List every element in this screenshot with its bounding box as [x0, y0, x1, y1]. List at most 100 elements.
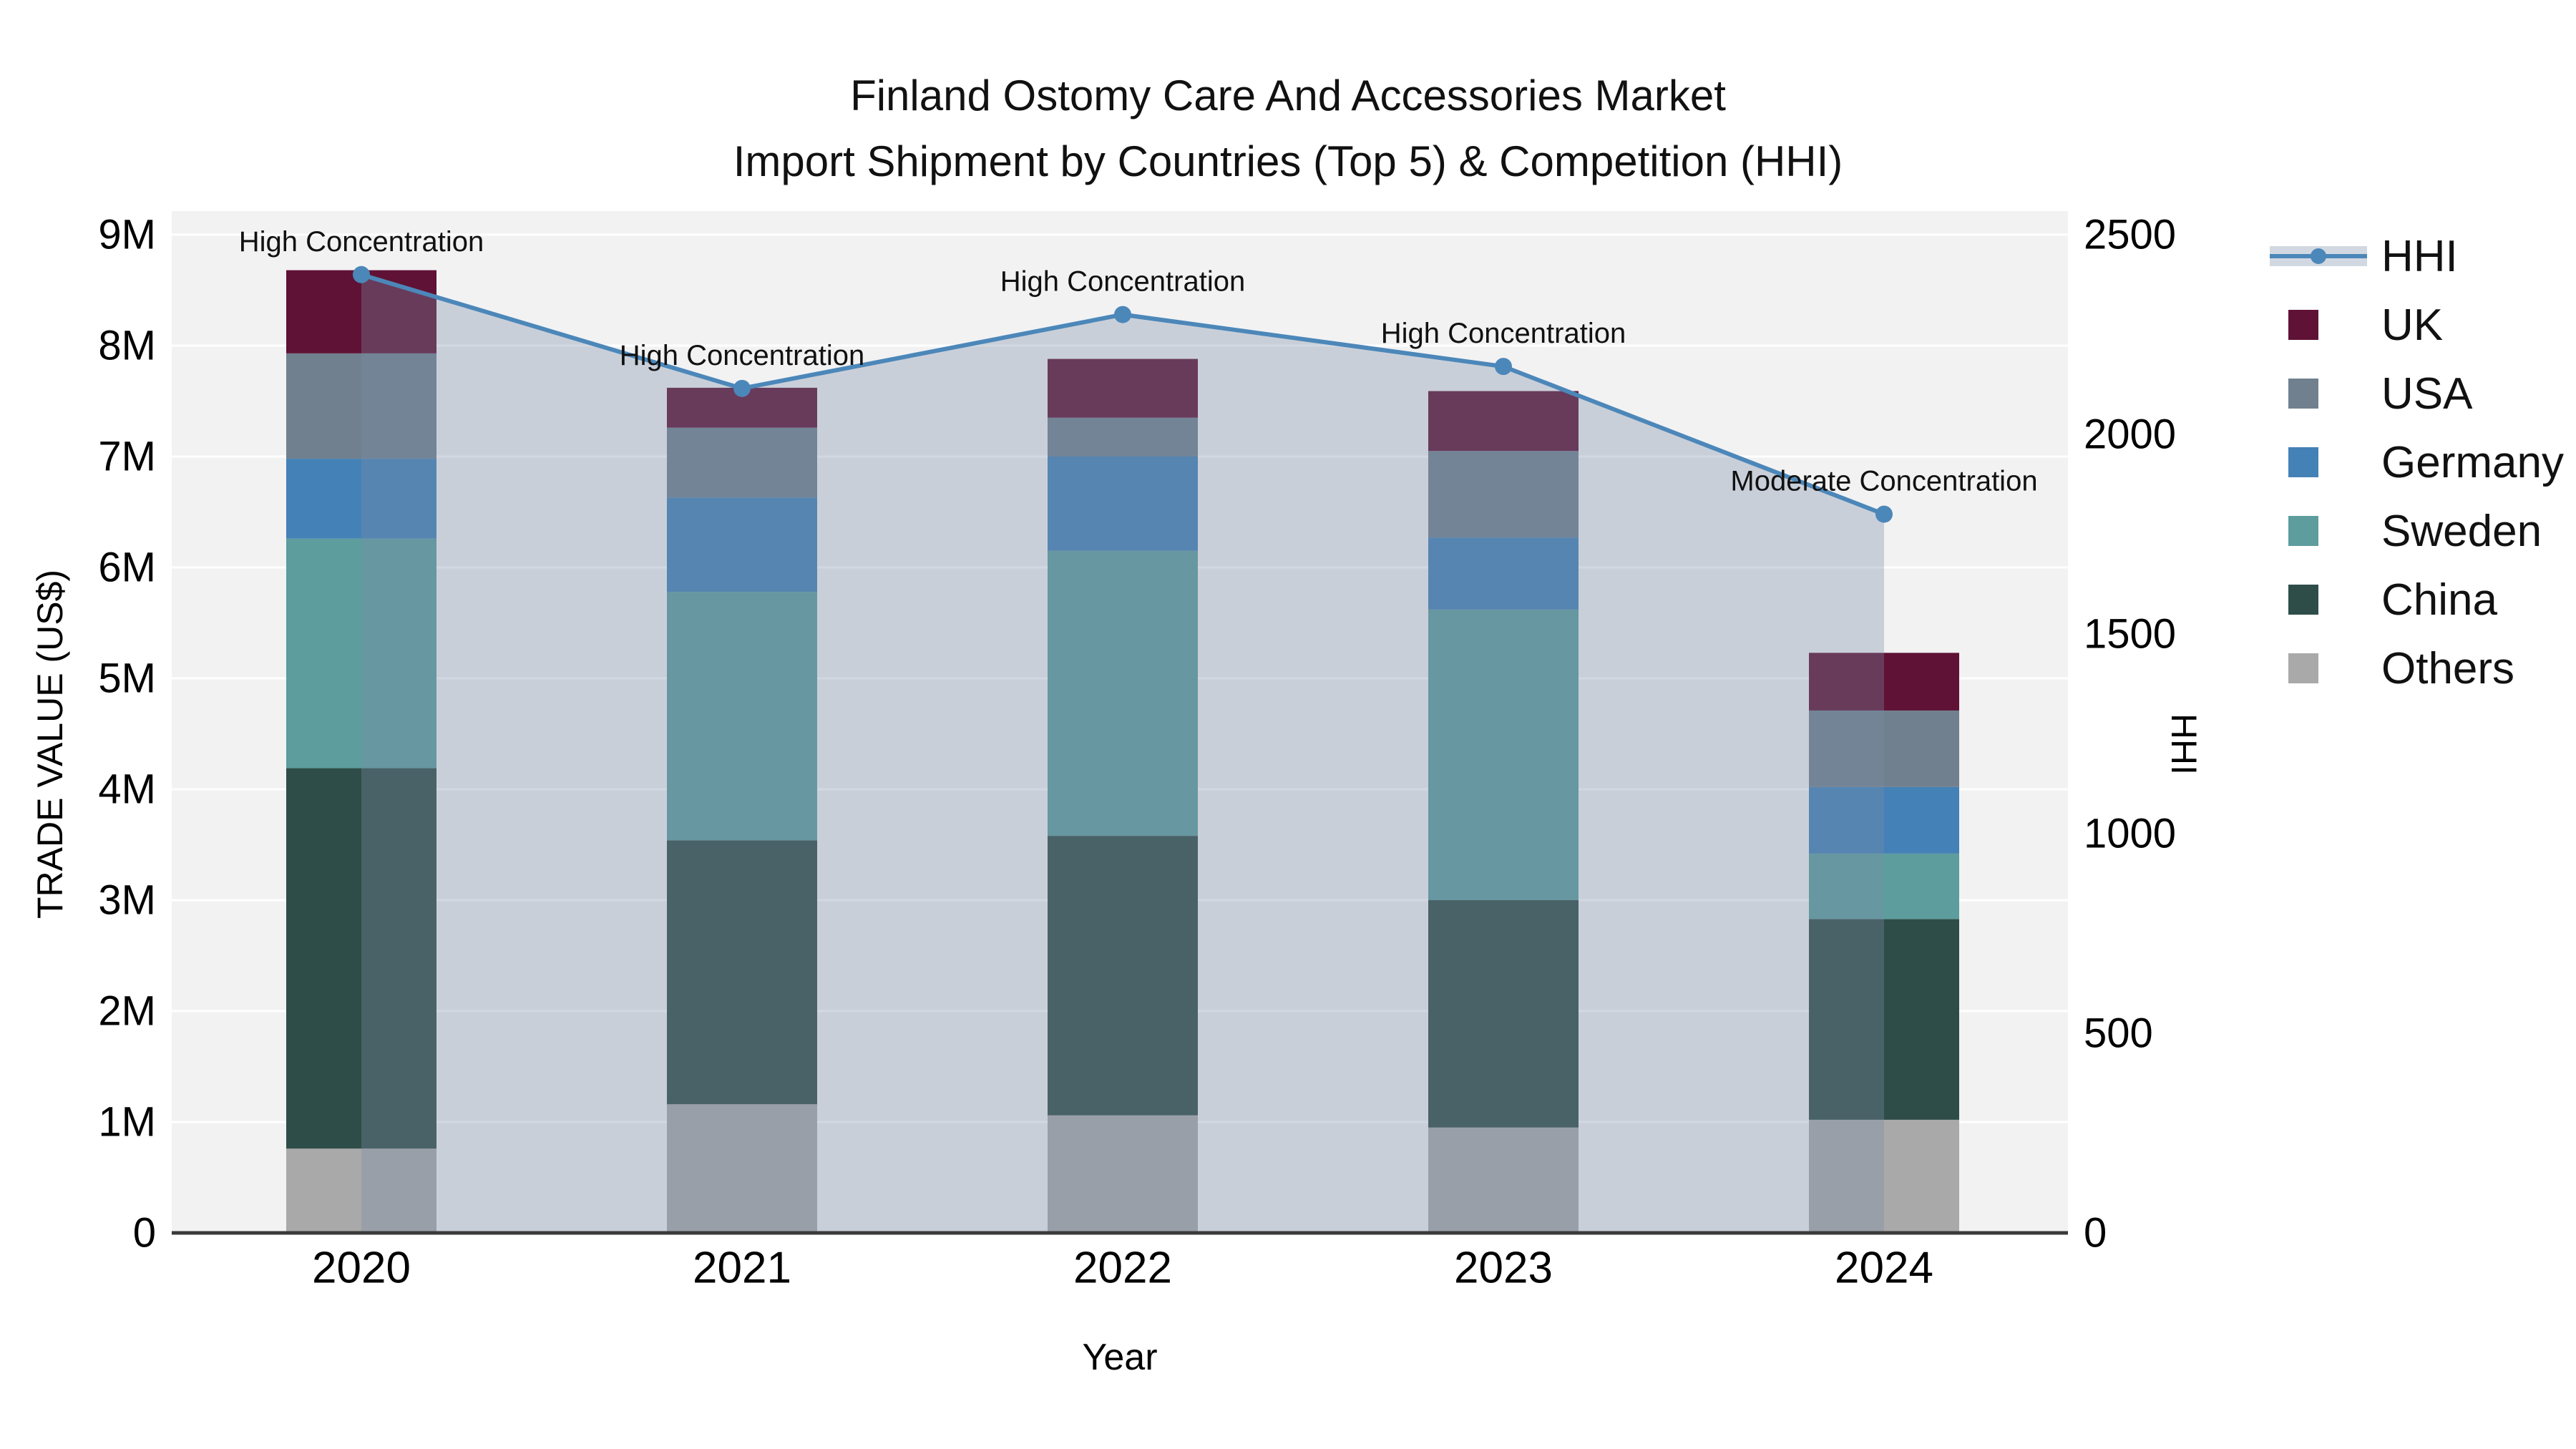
y-right-tick-1000: 1000	[2084, 811, 2176, 857]
hhi-marker-2021	[733, 379, 751, 397]
legend-item-usa: USA	[2267, 368, 2564, 419]
bar-segment-others-2023-left	[1428, 1127, 1503, 1233]
bar-segment-uk-2022-left	[1048, 358, 1123, 418]
bar-segment-china-2022-right	[1123, 836, 1198, 1116]
bar-segment-sweden-2020-left	[286, 538, 361, 769]
bar-segment-china-2020-right	[361, 768, 436, 1149]
chart-title: Finland Ostomy Care And Accessories Mark…	[0, 63, 2576, 195]
legend-label: Others	[2381, 643, 2515, 693]
bar-segment-others-2021-left	[667, 1104, 742, 1233]
x-axis-title: Year	[1082, 1337, 1157, 1378]
legend-item-sweden: Sweden	[2267, 505, 2564, 557]
y-left-tick-9M: 9M	[98, 212, 156, 258]
bar-segment-uk-2022-right	[1123, 358, 1198, 418]
bar-segment-usa-2022-left	[1048, 417, 1123, 457]
legend-item-china: China	[2267, 574, 2564, 625]
bar-segment-usa-2023-right	[1503, 451, 1579, 538]
annotation-2022: High Concentration	[1000, 266, 1245, 298]
bar-segment-sweden-2024-right	[1884, 853, 1959, 919]
bar-segment-china-2024-left	[1809, 919, 1884, 1120]
bar-segment-others-2021-right	[742, 1104, 817, 1233]
bar-2024	[1809, 653, 1959, 1233]
legend-item-hhi: HHI	[2267, 230, 2564, 282]
bar-segment-sweden-2020-right	[361, 538, 436, 769]
bar-2020	[286, 270, 436, 1233]
bar-segment-germany-2021-right	[742, 497, 817, 592]
x-tick-2022: 2022	[1073, 1244, 1172, 1293]
bar-segment-usa-2021-left	[667, 427, 742, 498]
bar-segment-others-2023-right	[1503, 1127, 1579, 1233]
legend-label: China	[2381, 575, 2497, 625]
y-right-tick-2000: 2000	[2084, 411, 2176, 458]
bar-2021	[667, 387, 817, 1233]
bar-segment-sweden-2023-right	[1503, 609, 1579, 900]
bar-segment-uk-2023-left	[1428, 391, 1503, 452]
annotation-2023: High Concentration	[1381, 318, 1626, 349]
y-right-tick-0: 0	[2084, 1210, 2107, 1257]
bar-segment-sweden-2022-left	[1048, 550, 1123, 836]
y-left-tick-1M: 1M	[98, 1099, 156, 1146]
bar-segment-germany-2022-right	[1123, 457, 1198, 551]
y-left-tick-8M: 8M	[98, 323, 156, 369]
bar-segment-china-2023-left	[1428, 900, 1503, 1128]
bar-segment-germany-2024-right	[1884, 786, 1959, 854]
hhi-line-icon	[2267, 235, 2374, 278]
bar-segment-uk-2024-left	[1809, 653, 1884, 711]
bar-2023	[1428, 391, 1579, 1233]
chart-title-line1: Finland Ostomy Care And Accessories Mark…	[850, 72, 1726, 119]
annotation-2021: High Concentration	[620, 340, 864, 371]
bar-segment-china-2021-left	[667, 840, 742, 1105]
bar-segment-usa-2021-right	[742, 427, 817, 498]
hhi-marker-2023	[1495, 358, 1512, 376]
hhi-marker-2022	[1114, 306, 1131, 323]
hhi-marker-2020	[353, 265, 370, 283]
bar-segment-usa-2024-right	[1884, 710, 1959, 787]
legend-item-germany: Germany	[2267, 436, 2564, 488]
legend-swatch-uk	[2267, 303, 2374, 346]
y-left-axis-title: TRADE VALUE (US$)	[30, 570, 70, 919]
x-tick-2023: 2023	[1454, 1244, 1553, 1293]
legend-item-uk: UK	[2267, 299, 2564, 351]
bar-segment-sweden-2022-right	[1123, 550, 1198, 836]
bar-segment-germany-2023-left	[1428, 537, 1503, 610]
annotation-2024: Moderate Concentration	[1730, 466, 2037, 497]
legend-swatch-china	[2267, 578, 2374, 621]
bar-segment-germany-2020-right	[361, 459, 436, 539]
bar-segment-germany-2021-left	[667, 497, 742, 592]
bar-segment-uk-2020-left	[286, 270, 361, 353]
bar-segment-sweden-2021-right	[742, 592, 817, 841]
bar-segment-usa-2020-left	[286, 353, 361, 459]
legend-label: HHI	[2381, 231, 2458, 281]
bar-segment-uk-2021-left	[667, 387, 742, 428]
y-left-tick-5M: 5M	[98, 655, 156, 702]
y-right-tick-500: 500	[2084, 1010, 2153, 1057]
legend-swatch-germany	[2267, 441, 2374, 484]
y-left-tick-3M: 3M	[98, 877, 156, 924]
y-right-tick-2500: 2500	[2084, 212, 2176, 258]
bar-segment-china-2024-right	[1884, 919, 1959, 1120]
legend-label: USA	[2381, 369, 2473, 419]
bar-segment-others-2024-left	[1809, 1119, 1884, 1233]
bar-segment-usa-2022-right	[1123, 417, 1198, 457]
bar-segment-sweden-2021-left	[667, 592, 742, 841]
bar-segment-usa-2024-left	[1809, 710, 1884, 787]
bar-segment-china-2020-left	[286, 768, 361, 1149]
bar-segment-others-2022-right	[1123, 1115, 1198, 1233]
bar-2022	[1048, 358, 1198, 1233]
x-tick-2020: 2020	[312, 1244, 411, 1293]
bar-segment-uk-2024-right	[1884, 653, 1959, 711]
bar-segment-china-2022-left	[1048, 836, 1123, 1116]
bar-segment-china-2023-right	[1503, 900, 1579, 1128]
legend-item-others: Others	[2267, 643, 2564, 694]
bar-segment-germany-2023-right	[1503, 537, 1579, 610]
hhi-area-fill	[361, 274, 1884, 1233]
y-left-tick-4M: 4M	[98, 766, 156, 813]
bar-segment-china-2021-right	[742, 840, 817, 1105]
bar-segment-usa-2023-left	[1428, 451, 1503, 538]
x-tick-2021: 2021	[693, 1244, 791, 1293]
legend-swatch-others	[2267, 647, 2374, 690]
legend: HHI UK USA Germany Sweden China Others	[2267, 230, 2564, 694]
bar-segment-others-2020-right	[361, 1148, 436, 1233]
bar-segment-germany-2020-left	[286, 459, 361, 539]
